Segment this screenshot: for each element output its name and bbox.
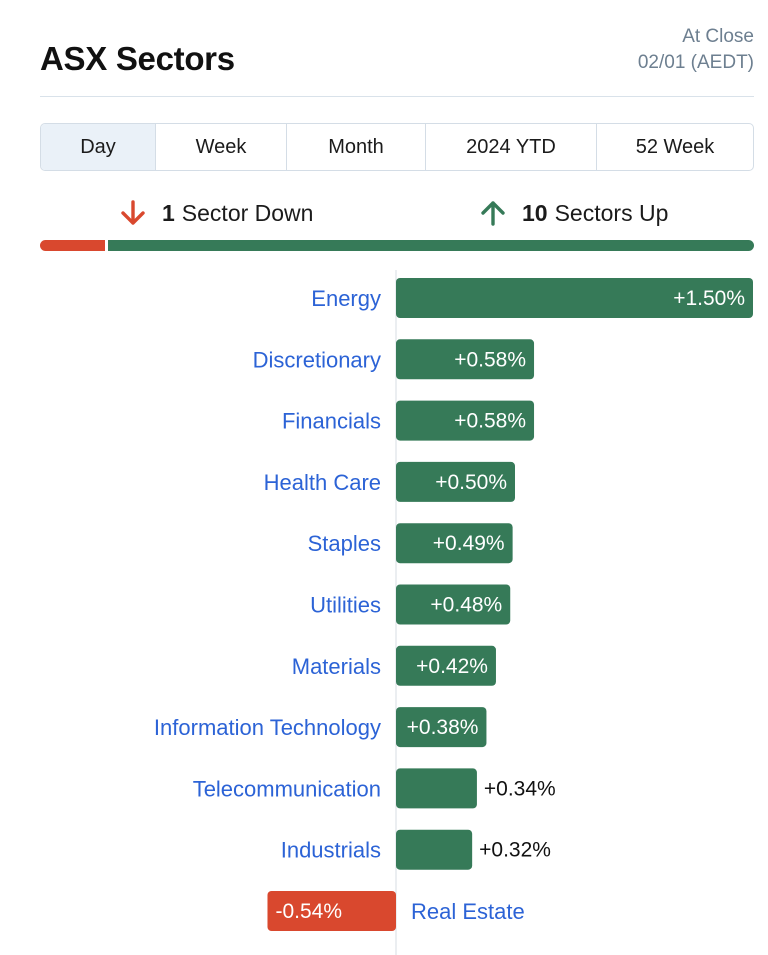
- value-label-real-estate: -0.54%: [275, 900, 342, 923]
- sectors-down-label: Sector Down: [181, 199, 314, 226]
- value-label-materials: +0.42%: [416, 655, 488, 678]
- value-label-utilities: +0.48%: [430, 594, 502, 617]
- bar-staples[interactable]: [396, 523, 513, 564]
- period-tabs: Day Week Month 2024 YTD 52 Week: [40, 123, 754, 171]
- sectors-up-label: Sectors Up: [554, 199, 669, 226]
- bar-industrials[interactable]: [396, 829, 473, 870]
- header: ASX Sectors At Close 02/01 (AEDT): [40, 0, 754, 97]
- bar-telecommunication[interactable]: [396, 768, 477, 809]
- category-label-real-estate[interactable]: Real Estate: [411, 899, 525, 924]
- bar-financials[interactable]: [396, 400, 535, 441]
- category-label-industrials[interactable]: Industrials: [281, 838, 381, 863]
- category-label-telecommunication[interactable]: Telecommunication: [193, 776, 381, 801]
- tab-52-week[interactable]: 52 Week: [635, 135, 715, 158]
- tab-week[interactable]: Week: [156, 124, 287, 170]
- value-label-industrials: +0.32%: [479, 839, 551, 862]
- arrow-up-icon: [481, 201, 505, 226]
- tab-day[interactable]: Day: [41, 124, 156, 170]
- bar-real-estate[interactable]: [267, 891, 396, 931]
- sectors-up-count: 10: [522, 199, 548, 226]
- value-label-information-technology: +0.38%: [407, 716, 479, 739]
- sectors-up-summary: 10 Sectors Up: [478, 193, 668, 233]
- page-title: ASX Sectors: [40, 40, 235, 77]
- status-line-1: At Close: [682, 26, 754, 47]
- bar-information-technology[interactable]: [396, 707, 487, 748]
- market-status: At Close 02/01 (AEDT): [638, 24, 754, 76]
- value-label-staples: +0.49%: [433, 532, 505, 555]
- category-label-discretionary[interactable]: Discretionary: [253, 347, 381, 372]
- arrow-down-icon: [121, 200, 145, 225]
- bar-health-care[interactable]: [396, 461, 515, 502]
- bar-materials[interactable]: [396, 645, 496, 686]
- sector-bar-chart: Energy +1.50% Discretionary +0.58% Financial…: [154, 270, 753, 955]
- value-label-health-care: +0.50%: [435, 471, 507, 494]
- breadth-up-segment: [108, 240, 754, 251]
- breadth-bar: [40, 240, 754, 251]
- value-label-financials: +0.58%: [454, 410, 526, 433]
- value-label-energy: +1.50%: [673, 287, 745, 310]
- bar-energy[interactable]: [396, 278, 753, 318]
- category-label-financials[interactable]: Financials: [282, 409, 381, 434]
- category-label-utilities[interactable]: Utilities: [310, 593, 381, 618]
- status-timestamp: 02/01 (AEDT): [637, 52, 754, 73]
- category-label-energy[interactable]: Energy: [311, 286, 381, 311]
- sectors-down-count: 1: [162, 199, 175, 226]
- bar-utilities[interactable]: [396, 584, 511, 625]
- breadth-down-segment: [40, 240, 105, 251]
- category-label-staples[interactable]: Staples: [308, 531, 381, 556]
- tab-2024-ytd[interactable]: 2024 YTD: [426, 124, 597, 170]
- value-label-discretionary: +0.58%: [454, 348, 526, 371]
- bar-discretionary[interactable]: [396, 339, 535, 380]
- sectors-down-summary: 1 Sector Down: [118, 193, 313, 233]
- category-label-materials[interactable]: Materials: [292, 654, 381, 679]
- category-label-information-technology[interactable]: Information Technology: [154, 715, 381, 740]
- tab-month[interactable]: Month: [287, 124, 426, 170]
- value-label-telecommunication: +0.34%: [484, 777, 556, 800]
- category-label-health-care[interactable]: Health Care: [264, 470, 381, 495]
